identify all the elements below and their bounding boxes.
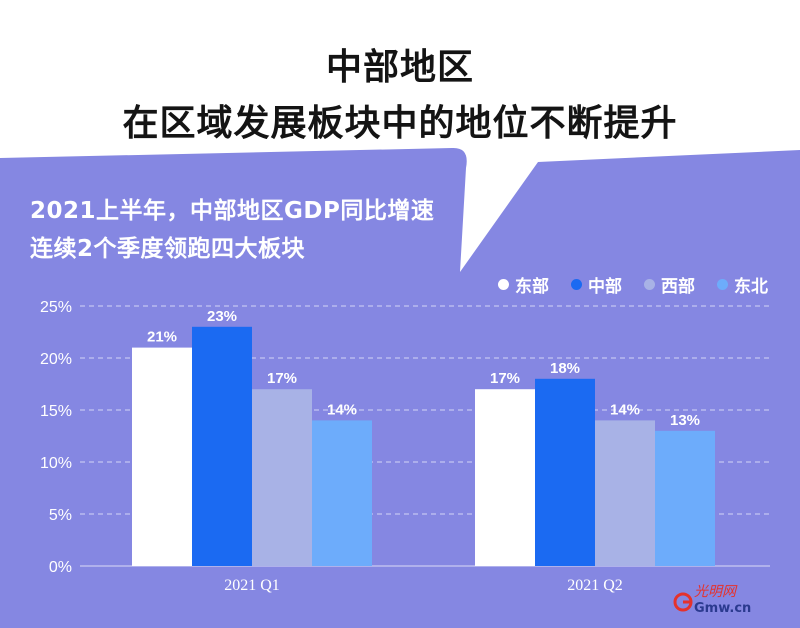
legend-label: 中部 <box>588 277 622 297</box>
data-label: 14% <box>610 401 640 418</box>
data-label: 14% <box>327 401 357 418</box>
legend-swatch <box>717 279 728 290</box>
x-tick-label: 2021 Q1 <box>224 577 280 594</box>
bar <box>192 326 252 566</box>
bar <box>595 420 655 566</box>
data-label: 17% <box>490 370 520 387</box>
bar <box>252 389 312 566</box>
data-label: 13% <box>670 412 700 429</box>
chart-title-line-2: 连续2个季度领跑四大板块 <box>30 236 306 262</box>
headline-title: 中部地区 <box>325 47 474 88</box>
legend-swatch <box>644 279 655 290</box>
y-tick-label: 25% <box>40 299 72 316</box>
legend-item: 西部 <box>644 272 695 297</box>
y-tick-label: 15% <box>40 403 72 420</box>
data-label: 17% <box>267 370 297 387</box>
y-tick-label: 0% <box>49 559 72 576</box>
legend-swatch <box>498 279 509 290</box>
headline-subtitle: 在区域发展板块中的地位不断提升 <box>122 103 678 144</box>
data-label: 18% <box>550 360 580 377</box>
x-tick-label: 2021 Q2 <box>567 577 623 594</box>
legend-item: 东北 <box>717 272 768 297</box>
chart-legend: 东部 中部 西部 东北 <box>498 272 768 297</box>
bar <box>132 347 192 566</box>
bar <box>475 389 535 566</box>
bar <box>655 430 715 566</box>
data-label: 23% <box>207 308 237 325</box>
data-label: 21% <box>147 329 177 346</box>
y-tick-label: 20% <box>40 351 72 368</box>
watermark-text: Gmw.cn <box>694 601 751 616</box>
bar <box>312 420 372 566</box>
legend-label: 东北 <box>734 277 768 297</box>
y-tick-label: 10% <box>40 455 72 472</box>
legend-swatch <box>571 279 582 290</box>
legend-item: 中部 <box>571 272 622 297</box>
gmw-logo: 光明网 Gmw.cn <box>673 584 751 616</box>
chart-title-line-1: 2021上半年，中部地区GDP同比增速 <box>30 198 435 224</box>
legend-label: 东部 <box>515 277 549 297</box>
bar <box>535 378 595 566</box>
y-tick-label: 5% <box>49 507 72 524</box>
watermark-glyphs: 光明网 <box>694 584 738 600</box>
legend-item: 东部 <box>498 272 549 297</box>
legend-label: 西部 <box>661 277 695 297</box>
